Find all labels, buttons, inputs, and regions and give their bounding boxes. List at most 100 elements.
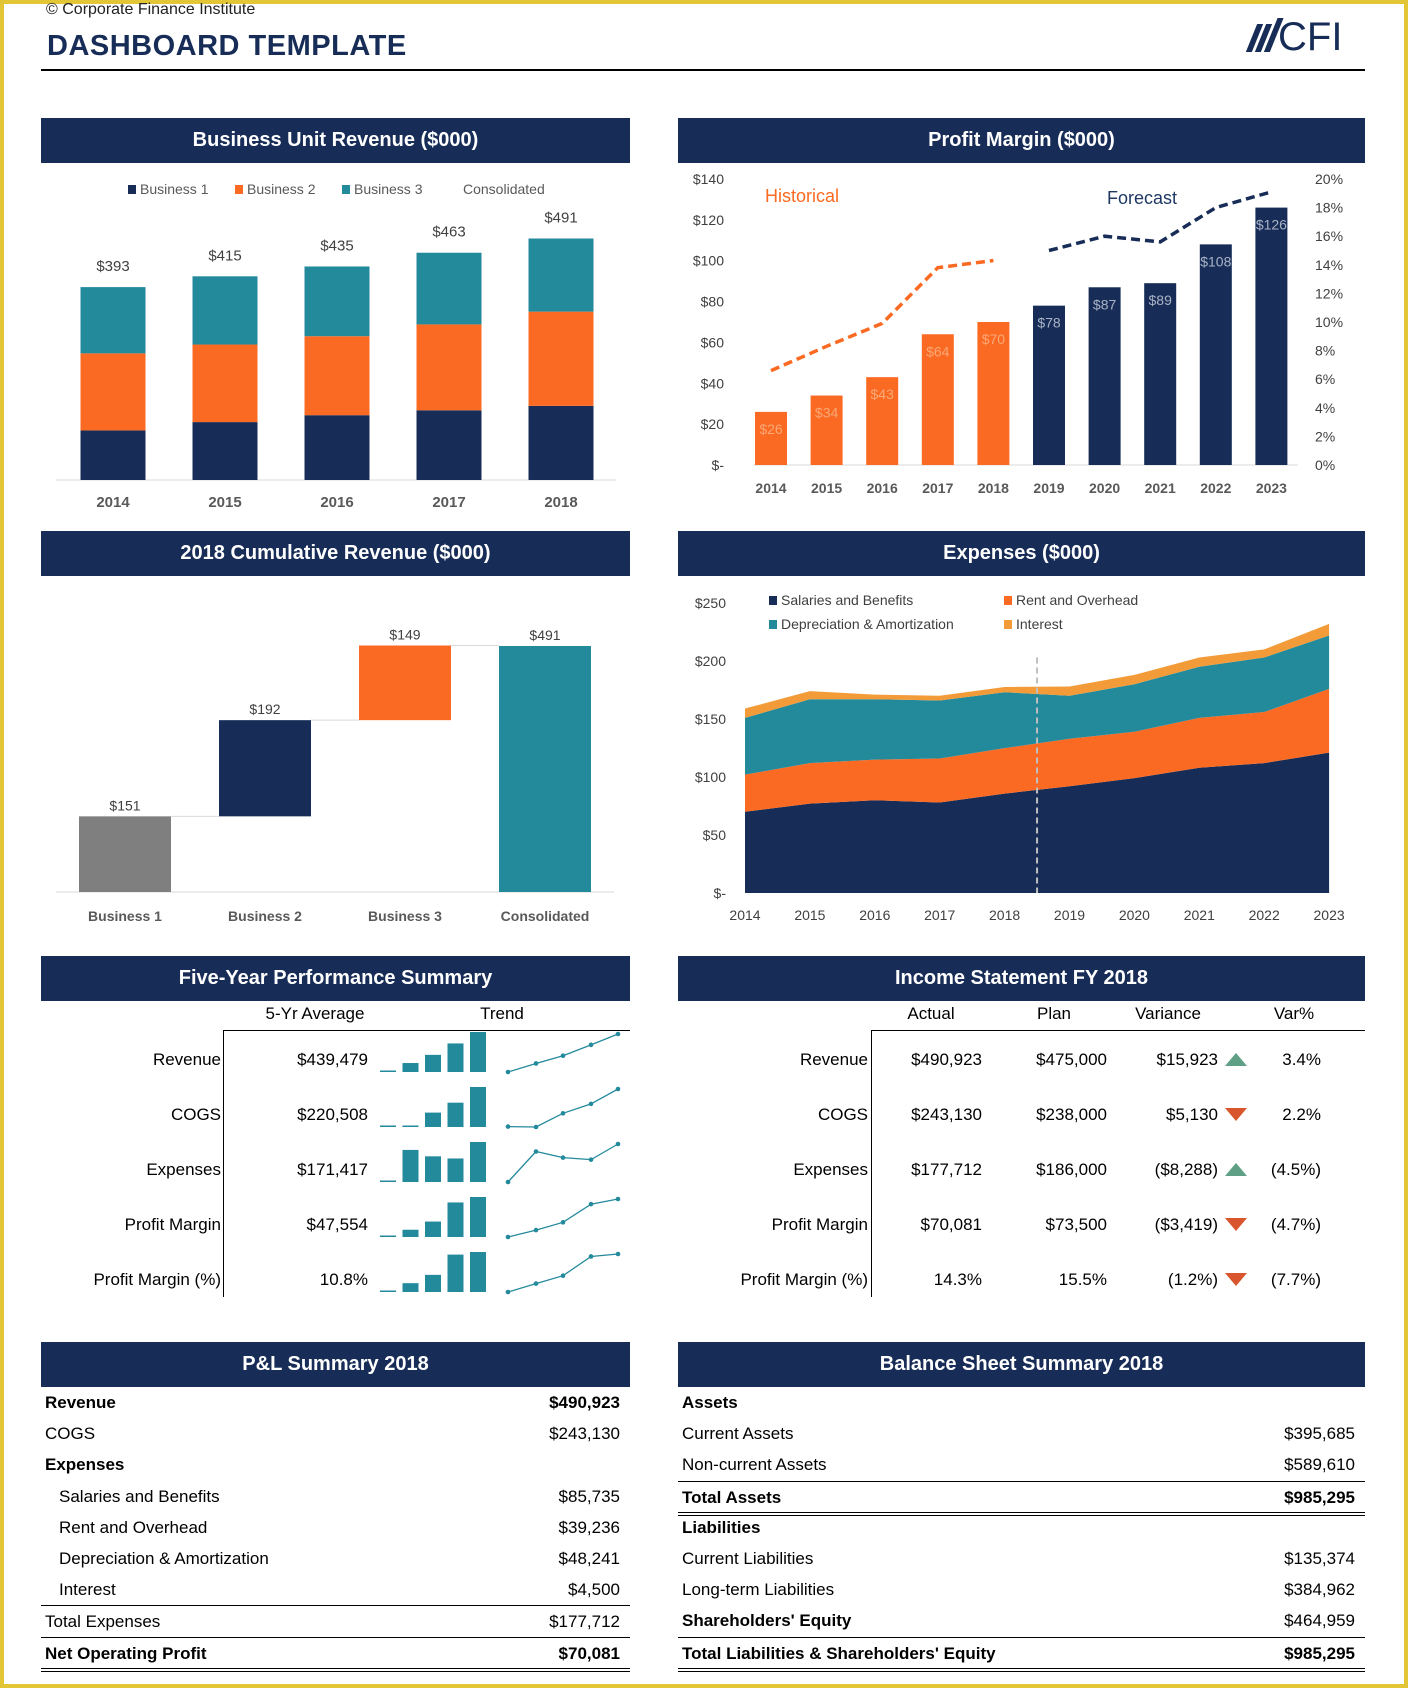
- header-divider: [223, 1030, 630, 1031]
- row-value: $48,241: [558, 1549, 620, 1568]
- y-tick-label: $100: [693, 253, 724, 269]
- spark-bar: [380, 1070, 396, 1072]
- bar-segment: [528, 311, 594, 406]
- row-label: Total Liabilities & Shareholders' Equity: [682, 1643, 996, 1663]
- header-plan: Plan: [1036, 1004, 1072, 1023]
- spark-line: [507, 1033, 619, 1073]
- row-label: Assets: [682, 1393, 738, 1412]
- actual-value: $177,712: [911, 1160, 982, 1179]
- panel-title-expenses: Expenses ($000): [678, 531, 1365, 576]
- variance-value: ($3,419): [1154, 1215, 1218, 1234]
- y2-tick-label: 4%: [1315, 400, 1335, 416]
- y-tick-label: $150: [695, 711, 726, 727]
- table-row: Current Assets $395,685: [678, 1418, 1365, 1449]
- variance-pct: (7.7%): [1270, 1270, 1321, 1289]
- bar-segment: [304, 336, 370, 416]
- spark-marker: [560, 1273, 566, 1279]
- x-tick-label: 2014: [729, 907, 760, 923]
- waterfall-bar: [219, 720, 311, 817]
- legend-label: Interest: [1016, 616, 1063, 632]
- plan-value: $186,000: [1036, 1160, 1107, 1179]
- legend-swatch: [128, 185, 136, 194]
- y2-tick-label: 0%: [1315, 457, 1335, 473]
- variance-pct: (4.7%): [1270, 1215, 1321, 1234]
- y-tick-label: $140: [693, 171, 724, 187]
- row-label: Non-current Assets: [682, 1455, 827, 1475]
- spark-marker: [533, 1061, 539, 1066]
- spark-marker: [615, 1251, 621, 1257]
- spark-marker: [533, 1227, 539, 1233]
- row-label: COGS: [170, 1105, 221, 1124]
- y2-tick-label: 8%: [1315, 343, 1335, 359]
- row-label: Long-term Liabilities: [682, 1580, 835, 1600]
- table-row: COGS $243,130: [41, 1418, 630, 1449]
- y2-tick-label: 12%: [1315, 285, 1343, 301]
- trend-sparklines: [380, 1031, 621, 1075]
- row-label: Interest: [59, 1580, 116, 1600]
- row-label: Current Liabilities: [682, 1549, 814, 1568]
- spark-marker: [615, 1196, 621, 1202]
- table-row: Net Operating Profit $70,081: [41, 1636, 630, 1672]
- header-trend: Trend: [480, 1004, 524, 1023]
- legend-swatch: [1004, 620, 1012, 629]
- y2-tick-label: 20%: [1315, 171, 1343, 187]
- x-tick-label: 2015: [208, 494, 241, 511]
- x-tick-label: 2017: [432, 494, 465, 511]
- row-label: Expenses: [146, 1160, 221, 1179]
- spark-bar: [425, 1156, 441, 1182]
- x-tick-label: 2016: [867, 480, 898, 496]
- spark-marker: [615, 1141, 621, 1147]
- table-row: Non-current Assets $589,610: [678, 1449, 1365, 1480]
- x-tick-label: 2021: [1145, 480, 1176, 496]
- header-variance: Variance: [1135, 1004, 1201, 1023]
- legend-label: Business 3: [354, 181, 423, 197]
- x-tick-label: 2023: [1314, 907, 1345, 923]
- table-row: Salaries and Benefits $85,735: [41, 1481, 630, 1512]
- y-tick-label: $60: [701, 334, 725, 350]
- bar-segment: [80, 430, 146, 480]
- spark-marker: [560, 1155, 566, 1160]
- row-label: Net Operating Profit: [45, 1643, 207, 1663]
- forecast-bar: [1255, 207, 1288, 465]
- legend-label: Business 2: [247, 181, 316, 197]
- row-label: COGS: [45, 1424, 96, 1444]
- bar-value-label: $87: [1093, 296, 1117, 312]
- x-tick-label: 2015: [794, 907, 825, 923]
- plan-value: $73,500: [1045, 1215, 1107, 1234]
- x-tick-label: 2019: [1054, 907, 1085, 923]
- total-label: $491: [544, 210, 577, 227]
- bar-segment: [528, 238, 594, 312]
- label-divider: [871, 1030, 872, 1297]
- x-tick-label: 2020: [1089, 480, 1120, 496]
- x-tick-label: 2020: [1119, 907, 1150, 923]
- variance-value: ($8,288): [1154, 1160, 1218, 1179]
- spark-bar: [470, 1197, 486, 1237]
- bar-value-label: $491: [529, 627, 560, 643]
- spark-marker: [505, 1289, 511, 1295]
- spark-marker: [533, 1149, 539, 1154]
- y-tick-label: $120: [693, 212, 724, 228]
- actual-value: $70,081: [920, 1215, 982, 1234]
- cumulative-revenue-chart: $151 Business 1 $192 Business 2 $149 Business…: [56, 626, 614, 924]
- table-row: Depreciation & Amortization $48,241: [41, 1543, 630, 1574]
- triangle-down-icon: [1225, 1273, 1247, 1286]
- spark-bar: [425, 1274, 441, 1292]
- row-label: Expenses: [45, 1455, 125, 1475]
- spark-marker: [615, 1031, 621, 1037]
- table-row: Revenue $490,923: [41, 1387, 630, 1418]
- bar-value-label: $34: [815, 405, 839, 421]
- historical-bar: [755, 411, 787, 465]
- row-label: Expenses: [793, 1160, 868, 1179]
- x-tick-label: Business 1: [88, 908, 162, 924]
- table-row: Current Liabilities $135,374: [678, 1543, 1365, 1574]
- legend-swatch: [769, 620, 777, 629]
- trend-sparklines: [380, 1196, 621, 1240]
- legend-label: Consolidated: [463, 181, 545, 197]
- panel-title-profit-margin: Profit Margin ($000): [678, 118, 1365, 163]
- actual-value: $490,923: [911, 1050, 982, 1069]
- forecast-bar: [1033, 305, 1065, 465]
- legend-label: Salaries and Benefits: [781, 592, 913, 608]
- legend-swatch: [235, 185, 243, 194]
- variance-pct: 3.4%: [1282, 1050, 1321, 1069]
- x-tick-label: 2023: [1256, 480, 1287, 496]
